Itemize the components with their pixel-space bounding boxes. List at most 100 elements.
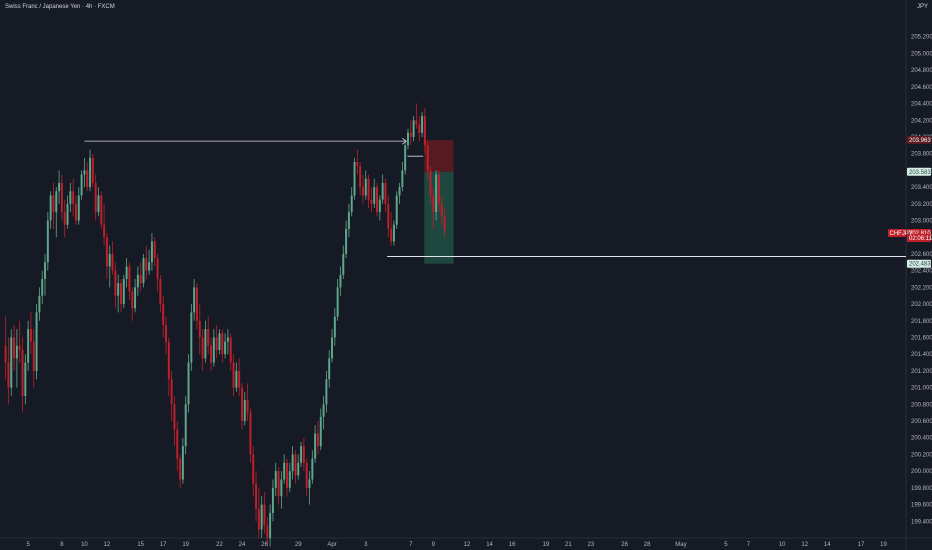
candle-body[interactable] [105, 237, 108, 267]
candle-body[interactable] [345, 228, 348, 254]
candle-body[interactable] [204, 329, 207, 359]
candle-body[interactable] [291, 454, 294, 472]
candle-body[interactable] [384, 182, 387, 204]
candle-body[interactable] [356, 162, 359, 167]
candle-body[interactable] [131, 291, 134, 309]
candle-body[interactable] [240, 387, 243, 422]
candle-body[interactable] [103, 224, 106, 238]
candle-body[interactable] [100, 195, 103, 225]
candle-body[interactable] [7, 362, 10, 388]
candle-body[interactable] [89, 157, 92, 188]
candle-body[interactable] [361, 187, 364, 196]
candle-body[interactable] [18, 345, 21, 351]
stop-loss-zone[interactable] [424, 140, 454, 172]
candle-body[interactable] [325, 379, 328, 405]
candle-body[interactable] [221, 333, 224, 355]
candle-body[interactable] [63, 212, 66, 225]
candle-body[interactable] [367, 178, 370, 200]
candle-body[interactable] [212, 337, 215, 363]
candle-body[interactable] [322, 404, 325, 417]
candle-body[interactable] [167, 341, 170, 380]
candle-body[interactable] [184, 404, 187, 447]
candle-body[interactable] [24, 362, 27, 396]
candle-body[interactable] [376, 187, 379, 213]
candle-body[interactable] [421, 116, 424, 133]
candle-body[interactable] [4, 345, 7, 363]
candle-body[interactable] [210, 345, 213, 363]
candle-body[interactable] [165, 324, 167, 342]
candle-body[interactable] [443, 216, 446, 231]
candle-body[interactable] [44, 262, 47, 279]
candle-body[interactable] [277, 471, 280, 497]
candle-body[interactable] [398, 187, 401, 196]
candle-body[interactable] [390, 228, 393, 242]
candle-body[interactable] [153, 241, 156, 259]
candle-body[interactable] [328, 358, 331, 380]
candle-body[interactable] [395, 195, 398, 225]
candle-body[interactable] [139, 274, 142, 284]
candle-body[interactable] [162, 304, 165, 325]
candle-body[interactable] [370, 199, 373, 204]
candle-body[interactable] [311, 458, 314, 480]
candle-body[interactable] [114, 270, 117, 296]
candle-body[interactable] [80, 174, 83, 196]
candle-body[interactable] [10, 337, 13, 388]
candle-body[interactable] [339, 274, 342, 288]
candle-body[interactable] [432, 195, 435, 213]
candle-body[interactable] [392, 224, 395, 242]
candle-body[interactable] [266, 525, 269, 538]
candle-body[interactable] [423, 116, 426, 146]
candle-body[interactable] [252, 454, 255, 484]
candle-body[interactable] [435, 174, 438, 213]
candle-body[interactable] [176, 429, 179, 459]
candle-body[interactable] [69, 191, 72, 204]
candle-body[interactable] [274, 471, 277, 488]
candle-body[interactable] [27, 329, 30, 363]
candle-body[interactable] [52, 195, 55, 213]
candle-body[interactable] [72, 191, 75, 204]
candle-body[interactable] [38, 295, 41, 313]
candle-body[interactable] [302, 446, 305, 463]
candle-body[interactable] [156, 258, 159, 279]
candle-body[interactable] [60, 182, 63, 213]
candle-body[interactable] [229, 337, 232, 363]
candle-body[interactable] [297, 462, 300, 476]
candle-body[interactable] [364, 178, 367, 196]
candle-body[interactable] [347, 212, 350, 229]
candle-body[interactable] [108, 253, 111, 267]
candle-body[interactable] [271, 487, 274, 513]
candle-body[interactable] [415, 120, 418, 125]
candle-body[interactable] [359, 166, 362, 188]
candle-body[interactable] [134, 287, 137, 309]
candle-body[interactable] [148, 262, 151, 271]
candle-body[interactable] [378, 199, 381, 213]
candle-body[interactable] [243, 400, 246, 422]
candle-body[interactable] [353, 162, 356, 196]
candle-body[interactable] [316, 433, 319, 447]
candle-body[interactable] [128, 266, 131, 292]
candle-body[interactable] [246, 400, 249, 413]
candle-body[interactable] [55, 191, 58, 213]
candle-body[interactable] [66, 203, 69, 225]
candle-body[interactable] [263, 504, 266, 526]
candle-body[interactable] [159, 279, 162, 305]
candle-body[interactable] [142, 258, 145, 284]
candle-body[interactable] [173, 404, 176, 430]
candle-body[interactable] [198, 320, 201, 338]
candle-body[interactable] [49, 195, 52, 221]
candle-body[interactable] [41, 279, 44, 296]
candle-body[interactable] [232, 362, 235, 388]
candle-body[interactable] [401, 170, 404, 188]
candle-body[interactable] [15, 345, 18, 359]
candle-body[interactable] [97, 195, 100, 213]
candle-body[interactable] [32, 341, 35, 371]
candle-body[interactable] [412, 120, 415, 137]
candle-body[interactable] [283, 462, 286, 480]
candle-body[interactable] [280, 479, 283, 497]
candle-body[interactable] [181, 446, 184, 480]
candle-body[interactable] [122, 279, 125, 305]
candle-body[interactable] [94, 182, 97, 213]
candle-body[interactable] [300, 446, 303, 463]
candle-body[interactable] [29, 329, 32, 342]
